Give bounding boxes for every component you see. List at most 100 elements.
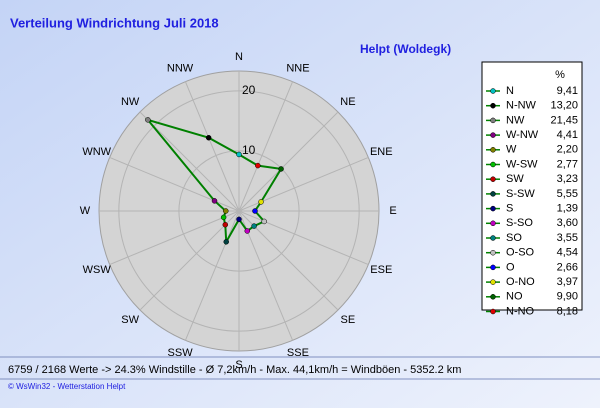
direction-label: N: [235, 51, 243, 63]
legend-marker: [490, 191, 496, 197]
legend-value: 3,23: [557, 173, 578, 185]
r-tick-label: 10: [242, 143, 256, 157]
spoke: [109, 156, 240, 212]
legend-value: 2,77: [557, 158, 578, 170]
legend-marker: [490, 308, 496, 315]
wind-point: [211, 198, 218, 204]
direction-label: SSE: [287, 347, 309, 359]
wind-point: [278, 166, 284, 172]
wind-point: [251, 223, 257, 229]
legend-label: NW: [506, 114, 525, 126]
chart-title: Verteilung Windrichtung Juli 2018: [10, 15, 219, 30]
direction-label: NE: [340, 96, 355, 108]
legend-value: 9,90: [557, 291, 578, 303]
direction-label: S: [235, 359, 242, 371]
legend-label: W-NW: [506, 129, 539, 141]
legend-header: %: [555, 69, 565, 81]
legend-label: O-NO: [506, 276, 535, 288]
wind-line-closure: [238, 153, 259, 167]
direction-label: ESE: [370, 264, 392, 276]
legend-label: NO: [506, 291, 523, 303]
direction-label: ENE: [370, 146, 393, 158]
wind-point: [222, 221, 229, 228]
spoke: [139, 210, 240, 311]
legend-label: O: [506, 261, 515, 273]
legend-value: 2,66: [557, 261, 578, 273]
legend-marker: [490, 176, 496, 182]
legend-marker: [490, 102, 496, 109]
credit: © WsWin32 - Wetterstation Helpt: [8, 382, 126, 391]
spoke: [139, 111, 240, 212]
legend-marker: [490, 279, 496, 285]
direction-label: NNW: [167, 63, 194, 75]
legend-marker: [490, 205, 496, 212]
direction-label: SE: [341, 314, 356, 326]
wind-line: [145, 117, 283, 246]
legend-value: 4,54: [557, 247, 578, 259]
direction-label: NNE: [286, 63, 309, 75]
legend-label: S-SO: [506, 217, 533, 229]
legend-label: W: [506, 144, 517, 156]
wind-point: [244, 228, 251, 234]
legend-marker: [490, 249, 496, 256]
wind-point: [223, 239, 229, 245]
direction-label: WNW: [82, 146, 111, 158]
legend-label: SW: [506, 173, 524, 185]
spoke: [238, 111, 339, 212]
legend-marker: [490, 264, 496, 271]
spoke: [184, 81, 240, 212]
legend-box: [481, 61, 583, 311]
legend-value: 1,39: [557, 203, 578, 215]
wind-point: [220, 214, 227, 221]
wind-point: [236, 216, 242, 223]
spoke: [238, 210, 369, 266]
direction-label: NW: [121, 96, 140, 108]
wind-point: [261, 218, 267, 225]
legend-value: 13,20: [550, 100, 578, 112]
wind-point: [236, 151, 242, 158]
wind-point: [145, 117, 151, 123]
legend-marker: [490, 235, 496, 241]
legend-label: S-SW: [506, 188, 535, 200]
direction-label: WSW: [83, 264, 112, 276]
legend-label: SO: [506, 232, 522, 244]
legend-label: N: [506, 85, 514, 97]
legend-marker: [490, 294, 496, 300]
direction-label: W: [80, 205, 91, 217]
legend-value: 2,20: [557, 144, 578, 156]
spoke: [184, 210, 240, 341]
legend-label: S: [506, 203, 513, 215]
wind-point: [223, 208, 229, 214]
wind-point: [252, 208, 258, 214]
direction-label: SSW: [168, 347, 194, 359]
legend-marker: [490, 147, 496, 153]
wind-point: [255, 162, 261, 169]
chart-subtitle: Helpt (Woldegk): [360, 42, 451, 56]
legend-value: 3,97: [557, 276, 578, 288]
legend-value: 5,55: [557, 188, 578, 200]
legend-label: N-NO: [506, 305, 535, 317]
legend-label: W-SW: [506, 158, 538, 170]
legend-value: 3,60: [557, 217, 578, 229]
legend-value: 4,41: [557, 129, 578, 141]
spoke: [109, 210, 240, 266]
legend-value: 3,55: [557, 232, 578, 244]
legend-label: N-NW: [506, 100, 537, 112]
legend-value: 21,45: [550, 114, 578, 126]
legend-marker: [490, 88, 496, 94]
r-tick-label: 20: [242, 83, 256, 97]
legend-marker: [490, 220, 496, 227]
wind-point: [205, 134, 212, 141]
direction-label: E: [389, 205, 396, 217]
legend-marker: [490, 161, 496, 168]
legend-value: 8,18: [557, 305, 578, 317]
legend-value: 9,41: [557, 85, 578, 97]
legend-marker: [490, 117, 496, 124]
footer: 6759 / 2168 Werte -> 24.3% Windstille - …: [8, 364, 461, 376]
spoke: [238, 81, 294, 212]
legend-label: O-SO: [506, 247, 535, 259]
legend-marker: [490, 132, 496, 138]
wind-point: [258, 199, 264, 205]
direction-label: SW: [121, 314, 139, 326]
